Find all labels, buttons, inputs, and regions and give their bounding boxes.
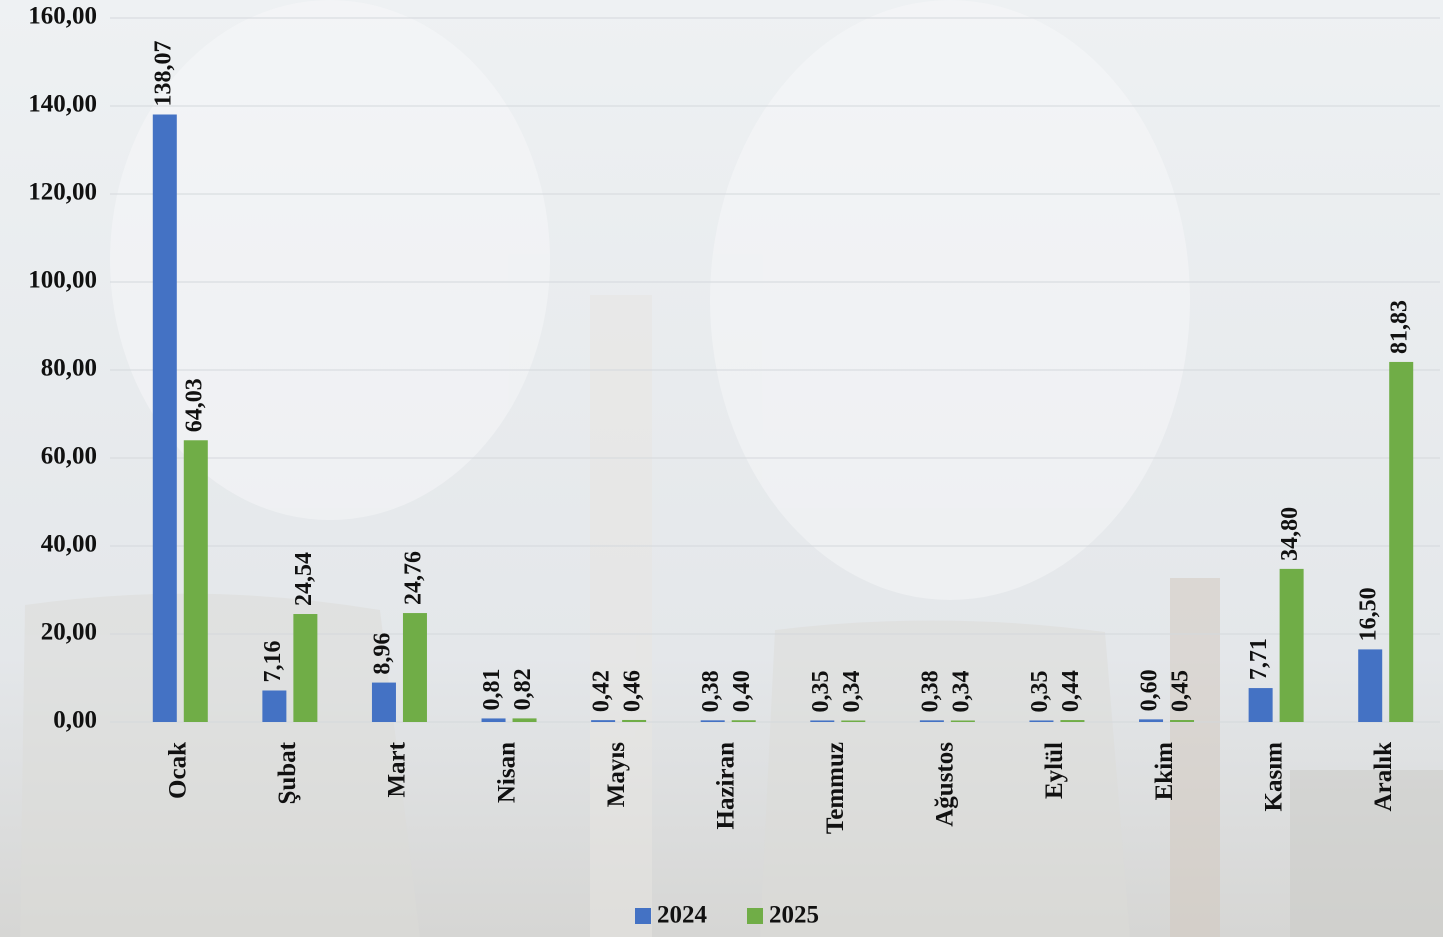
y-tick-label: 140,00 xyxy=(28,91,97,118)
x-tick-label: Eylül xyxy=(1041,742,1068,799)
x-tick-label: Kasım xyxy=(1260,742,1287,812)
value-label: 0,35 xyxy=(808,670,834,712)
bar xyxy=(810,720,835,722)
value-label: 0,38 xyxy=(917,670,943,712)
bar xyxy=(622,719,647,722)
x-tick-label: Ocak xyxy=(165,742,192,799)
value-label: 138,07 xyxy=(150,40,176,106)
bar xyxy=(1029,720,1054,722)
value-label: 8,96 xyxy=(369,633,395,675)
bar xyxy=(731,720,756,722)
value-label: 0,34 xyxy=(948,671,974,713)
value-label: 7,16 xyxy=(260,640,286,682)
bar xyxy=(1389,361,1414,722)
legend-swatch xyxy=(747,908,763,924)
bar xyxy=(293,614,318,722)
value-label: 81,83 xyxy=(1387,300,1413,354)
x-tick-label: Nisan xyxy=(493,742,520,803)
y-tick-label: 80,00 xyxy=(41,355,97,382)
y-tick-label: 60,00 xyxy=(41,443,97,470)
y-tick-label: 120,00 xyxy=(28,179,97,206)
legend-label: 2025 xyxy=(769,902,819,929)
value-label: 7,71 xyxy=(1246,638,1272,680)
x-tick-label: Şubat xyxy=(274,741,301,804)
value-label: 24,76 xyxy=(400,551,426,605)
bar xyxy=(152,114,177,722)
y-tick-label: 40,00 xyxy=(41,531,97,558)
bar xyxy=(371,682,396,722)
bar xyxy=(1248,688,1273,722)
bar xyxy=(1279,568,1304,722)
value-label: 0,44 xyxy=(1058,670,1084,712)
bar xyxy=(591,720,616,722)
bar xyxy=(1060,720,1085,722)
x-tick-label: Ekim xyxy=(1151,742,1178,801)
legend-label: 2024 xyxy=(657,902,708,929)
value-label: 34,80 xyxy=(1277,507,1303,561)
x-tick-label: Ağustos xyxy=(932,742,959,827)
y-tick-label: 0,00 xyxy=(53,707,97,734)
value-label: 0,35 xyxy=(1027,670,1053,712)
value-label: 0,42 xyxy=(589,670,615,712)
value-label: 0,82 xyxy=(510,668,536,710)
x-tick-label: Mart xyxy=(384,741,411,797)
bar xyxy=(1139,719,1164,722)
x-tick-label: Haziran xyxy=(712,742,739,830)
bar xyxy=(512,718,537,722)
bar xyxy=(1358,649,1383,722)
value-label: 0,60 xyxy=(1137,669,1163,711)
y-tick-label: 20,00 xyxy=(41,619,97,646)
value-label: 0,81 xyxy=(479,668,505,710)
value-label: 0,46 xyxy=(620,670,646,712)
value-label: 0,38 xyxy=(698,670,724,712)
x-tick-label: Temmuz xyxy=(822,742,849,834)
bar xyxy=(402,613,427,722)
bar xyxy=(481,718,506,722)
x-tick-label: Aralık xyxy=(1370,742,1397,812)
bar xyxy=(183,440,208,722)
bar xyxy=(1170,720,1195,722)
value-label: 64,03 xyxy=(181,378,207,432)
y-tick-label: 100,00 xyxy=(28,267,97,294)
bar xyxy=(262,690,287,722)
legend-swatch xyxy=(635,908,651,924)
value-label: 0,34 xyxy=(839,671,865,713)
background-photo xyxy=(20,0,1443,937)
y-tick-label: 160,00 xyxy=(28,3,97,30)
value-label: 0,40 xyxy=(729,670,755,712)
value-label: 16,50 xyxy=(1356,587,1382,641)
x-tick-label: Mayıs xyxy=(603,742,630,808)
bar xyxy=(919,720,944,722)
bar xyxy=(950,720,975,722)
value-label: 24,54 xyxy=(291,552,317,606)
value-label: 0,45 xyxy=(1168,670,1194,712)
bar xyxy=(700,720,725,722)
bar xyxy=(841,720,866,722)
